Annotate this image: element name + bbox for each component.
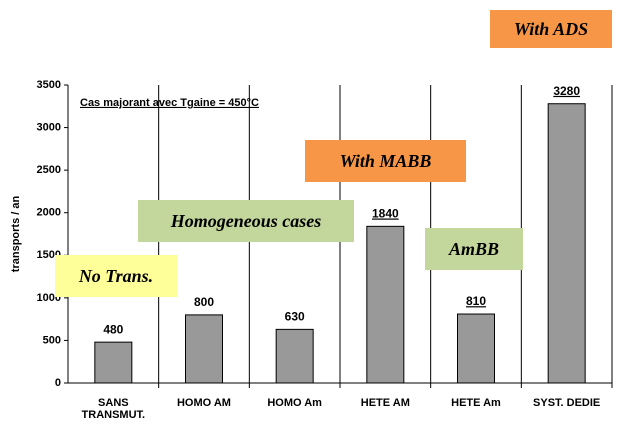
y-tick-label: 500 <box>43 334 61 346</box>
y-tick-label: 3000 <box>37 121 61 133</box>
y-tick-label: 1500 <box>37 249 61 261</box>
value-label: 480 <box>103 322 123 336</box>
x-tick-label: SYST. DEDIE <box>533 397 601 409</box>
x-tick-label: HOMO AM <box>176 397 231 409</box>
y-tick-label: 2500 <box>37 164 61 176</box>
value-label: 1840 <box>372 207 399 221</box>
y-tick-label: 0 <box>55 377 61 389</box>
x-tick-label: HOMO Am <box>267 397 322 409</box>
x-tick-label: HETE Am <box>451 397 501 409</box>
bar <box>94 341 133 384</box>
x-tick-label: HETE AM <box>360 397 410 409</box>
y-tick-label: 2000 <box>37 207 61 219</box>
annotation-box: With ADS <box>490 10 612 48</box>
bar <box>185 314 223 384</box>
value-label: 810 <box>466 294 486 308</box>
bar <box>366 225 405 384</box>
chart-subtitle: Cas majorant avec Tgaine = 450°C <box>80 97 259 109</box>
annotation-box: Homogeneous cases <box>138 200 354 242</box>
value-label: 630 <box>285 310 305 324</box>
y-axis-label: transports / an <box>10 196 22 273</box>
bar <box>457 313 495 384</box>
value-label: 800 <box>194 295 214 309</box>
bar <box>275 328 314 384</box>
annotation-box: No Trans. <box>55 255 177 297</box>
y-tick-label: 3500 <box>37 79 61 91</box>
annotation-box: AmBB <box>425 228 523 270</box>
value-label: 3280 <box>553 84 580 98</box>
y-tick-label: 1000 <box>37 292 61 304</box>
annotation-box: With MABB <box>305 140 466 182</box>
bar <box>547 103 586 384</box>
x-tick-label: SANS TRANSMUT. <box>81 397 146 421</box>
